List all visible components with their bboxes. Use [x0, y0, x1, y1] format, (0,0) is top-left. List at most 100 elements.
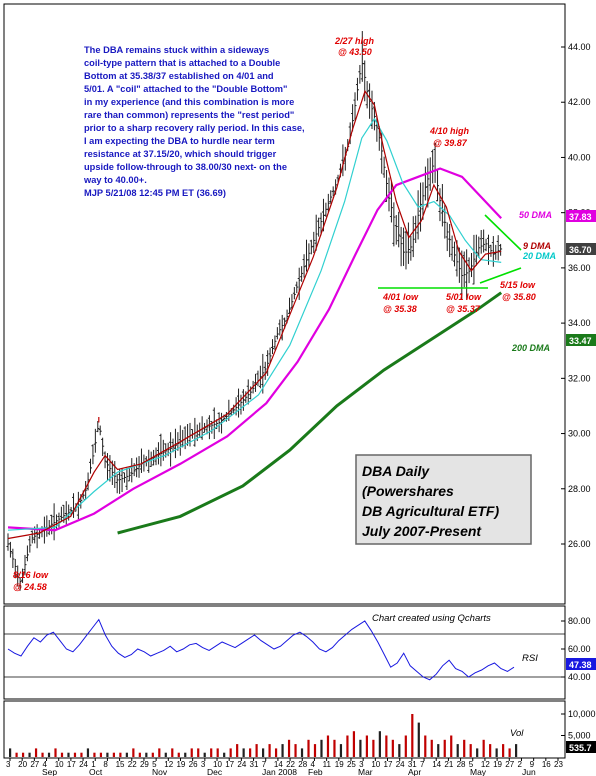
volume-panel: 10,000 5,000 Vol 535.7	[3, 700, 596, 759]
volume-bar	[184, 752, 187, 757]
x-tick-label: 26	[189, 760, 198, 769]
x-tick-label: 8	[103, 760, 108, 769]
volume-bar	[281, 744, 284, 757]
price-annotations: 8/16 low @ 24.58 2/27 high @ 43.50 4/10 …	[13, 36, 536, 592]
rsi-panel: 80.00 60.00 40.00 Chart created using Qcha…	[3, 605, 596, 700]
x-tick-label: 22	[128, 760, 137, 769]
rsi-badge-text: 47.38	[569, 660, 592, 670]
volume-bar	[47, 752, 51, 757]
volume-bar	[203, 752, 206, 757]
coil-upper-trendline	[484, 214, 522, 251]
volume-bar	[287, 739, 291, 757]
annotation-2-27-value: @ 43.50	[338, 47, 372, 57]
ma-50-line	[7, 167, 502, 532]
volume-bar	[9, 748, 12, 757]
volume-bar	[164, 752, 167, 757]
volume-bar	[469, 744, 472, 757]
x-tick-label: 28	[298, 760, 307, 769]
commentary-line: coil-type pattern that is attached to a …	[84, 58, 280, 68]
x-tick-label: 14	[274, 760, 283, 769]
x-tick-label: 3	[201, 760, 206, 769]
volume-bar	[404, 735, 407, 757]
x-tick-label: 24	[79, 760, 88, 769]
price-y-tick-label: 42.00	[568, 97, 591, 107]
x-tick-label: 4	[310, 760, 315, 769]
x-tick-label: 19	[176, 760, 185, 769]
x-tick-label: 5	[152, 760, 157, 769]
volume-badge-text: 535.7	[569, 743, 592, 753]
x-tick-label: 10	[371, 760, 380, 769]
volume-bar	[443, 739, 446, 757]
x-tick-label: 12	[481, 760, 490, 769]
volume-bar	[99, 752, 103, 757]
commentary-line: I am expecting the DBA to hurdle near te…	[84, 136, 275, 146]
volume-y-tick-label: 10,000	[568, 709, 596, 719]
x-tick-label: 2	[517, 760, 522, 769]
coil-lower-trendline	[479, 267, 522, 284]
x-tick-label: 15	[116, 760, 125, 769]
price-y-tick-label: 36.00	[568, 263, 591, 273]
badge-ma200-text: 33.47	[569, 336, 592, 346]
volume-bar	[171, 748, 174, 757]
x-tick-label: 3	[6, 760, 11, 769]
badge-ma50-value	[566, 210, 596, 222]
volume-bar	[391, 739, 394, 757]
volume-bar	[398, 744, 401, 757]
volume-badge	[566, 741, 596, 753]
x-tick-label: 31	[250, 760, 259, 769]
volume-bar	[339, 744, 343, 757]
volume-bar	[106, 752, 109, 757]
price-y-tick-label: 44.00	[568, 42, 591, 52]
x-tick-label: 29	[140, 760, 149, 769]
price-y-tick-label: 30.00	[568, 429, 591, 439]
x-tick-label: 27	[505, 760, 514, 769]
rsi-badge	[566, 658, 596, 670]
volume-bar	[417, 722, 420, 757]
volume-bar	[73, 752, 77, 757]
commentary-line: way to 40.00+.	[83, 175, 147, 185]
x-month-label: Oct	[89, 767, 103, 776]
volume-bar	[34, 748, 38, 757]
volume-bar	[489, 744, 492, 757]
volume-bar	[21, 752, 25, 757]
x-month-label: May	[470, 767, 487, 776]
x-tick-label: 17	[384, 760, 393, 769]
volume-bar	[294, 744, 297, 757]
volume-bar	[365, 735, 368, 757]
volume-bar	[359, 739, 362, 757]
commentary-line: The DBA remains stuck within a sideways	[84, 45, 269, 55]
volume-bar	[223, 752, 226, 757]
price-y-tick-label: 26.00	[568, 539, 591, 549]
volume-y-tick-label: 5,000	[568, 731, 591, 741]
x-tick-label: 7	[420, 760, 425, 769]
volume-bar	[210, 748, 213, 757]
x-month-label: Jun	[522, 767, 536, 776]
x-tick-label: 7	[262, 760, 267, 769]
x-tick-label: 16	[542, 760, 551, 769]
x-month-label: Mar	[358, 767, 373, 776]
x-tick-label: 17	[67, 760, 76, 769]
x-month-label: Nov	[152, 767, 168, 776]
annotation-4-10-high: 4/10 high	[429, 126, 470, 136]
volume-bar	[93, 752, 96, 757]
commentary-line: prior to a sharp recovery rally period. …	[84, 123, 305, 133]
price-y-tick-label: 40.00	[568, 152, 591, 162]
x-tick-label: 11	[323, 760, 332, 769]
annotation-5-15-low: 5/15 low	[500, 280, 536, 290]
rsi-label: RSI	[522, 653, 538, 664]
commentary-line: in my experience (and this combination i…	[84, 97, 294, 107]
volume-bar	[274, 748, 278, 757]
x-tick-label: 3	[359, 760, 364, 769]
ma-9-line	[7, 89, 502, 540]
volume-bar	[508, 748, 511, 757]
annotation-8-16-value: @ 24.58	[13, 582, 47, 592]
volume-bar	[41, 752, 44, 757]
commentary-line: rare than common) represents the "rest p…	[84, 110, 294, 120]
volume-bar	[197, 748, 200, 757]
title-line: DB Agricultural ETF)	[362, 503, 499, 519]
commentary-text: The DBA remains stuck within a sideways …	[83, 45, 305, 198]
ma-200-line	[117, 291, 503, 535]
volume-bar	[495, 748, 498, 757]
x-tick-label: 20	[18, 760, 27, 769]
volume-bar	[502, 744, 505, 757]
